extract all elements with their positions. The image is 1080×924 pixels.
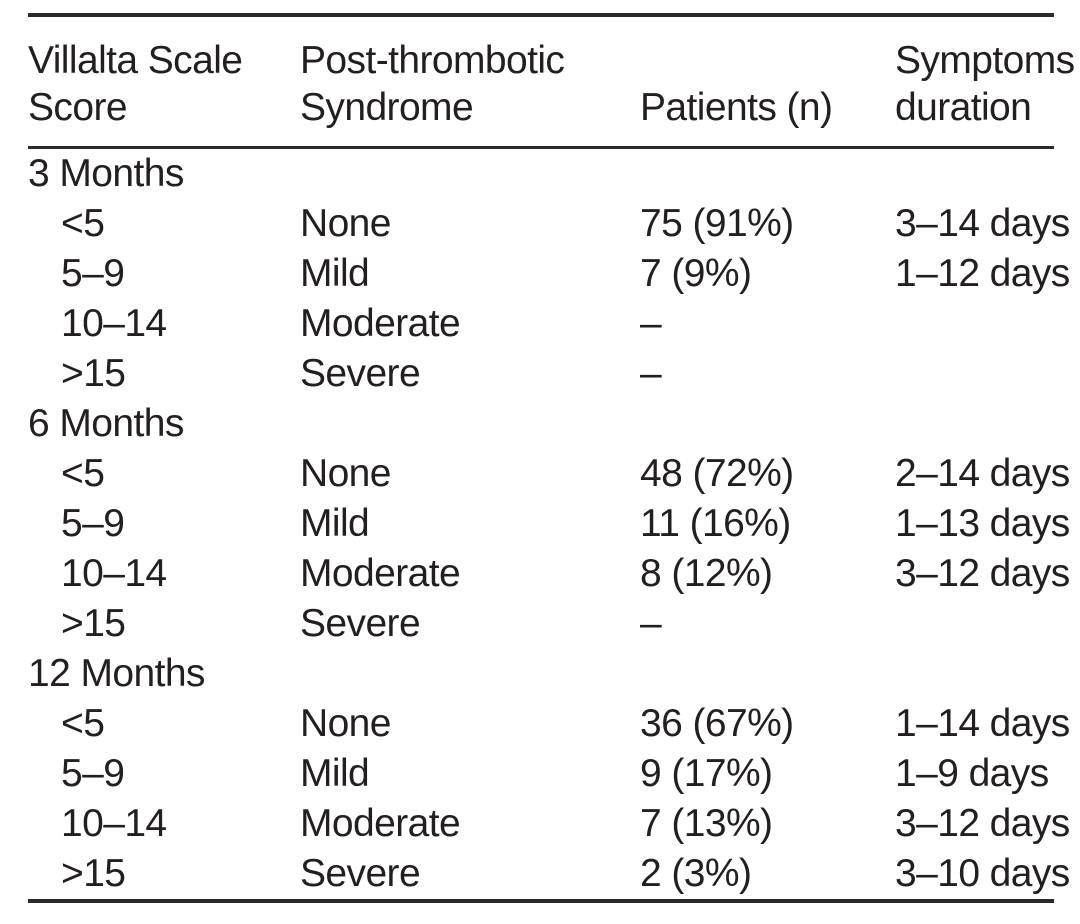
table-row: >15 Severe – <box>28 599 1054 649</box>
score-cell: 10–14 <box>61 552 167 595</box>
section-header-row: 6 Months <box>28 399 1054 449</box>
patients-cell: 7 (9%) <box>640 252 752 295</box>
duration-cell: 3–10 days <box>895 852 1070 895</box>
table-row: <5 None 48 (72%) 2–14 days <box>28 449 1070 499</box>
table-header-row: Villalta Scale Score Post-thrombotic Syn… <box>28 17 1075 146</box>
score-cell: 5–9 <box>61 502 125 545</box>
score-cell: 5–9 <box>61 252 125 295</box>
table-row: 5–9 Mild 11 (16%) 1–13 days <box>28 499 1070 549</box>
duration-cell: 3–12 days <box>895 552 1070 595</box>
top-rule <box>28 13 1054 17</box>
duration-cell: 1–14 days <box>895 702 1070 745</box>
table-row: <5 None 36 (67%) 1–14 days <box>28 699 1070 749</box>
score-cell: 10–14 <box>61 302 167 345</box>
patients-cell: 75 (91%) <box>640 202 794 245</box>
pts-cell: Moderate <box>300 302 461 345</box>
pts-cell: Moderate <box>300 552 461 595</box>
score-cell: <5 <box>61 202 105 245</box>
patients-cell: 11 (16%) <box>640 502 791 545</box>
patients-cell: 8 (12%) <box>640 552 773 595</box>
section-label: 6 Months <box>28 402 184 445</box>
pts-cell: Mild <box>300 502 370 545</box>
score-cell: >15 <box>61 852 126 895</box>
villalta-pts-table: Villalta Scale Score Post-thrombotic Syn… <box>28 13 1075 903</box>
duration-cell: 1–13 days <box>895 502 1070 545</box>
table-row: 10–14 Moderate – <box>28 299 1054 349</box>
section-header-row: 3 Months <box>28 149 1054 199</box>
score-cell: <5 <box>61 702 105 745</box>
table-row: >15 Severe – <box>28 349 1054 399</box>
pts-cell: None <box>300 452 391 495</box>
patients-cell: – <box>640 302 662 345</box>
patients-cell: 2 (3%) <box>640 852 752 895</box>
score-cell: 5–9 <box>61 752 125 795</box>
header-post-thrombotic-syndrome: Post-thrombotic Syndrome <box>300 38 565 130</box>
header-patients-n: Patients (n) <box>640 86 833 130</box>
section-header-row: 12 Months <box>28 649 1054 699</box>
pts-cell: Moderate <box>300 802 461 845</box>
table-row: 5–9 Mild 7 (9%) 1–12 days <box>28 249 1070 299</box>
patients-cell: – <box>640 602 662 645</box>
pts-cell: Severe <box>300 352 421 395</box>
duration-cell: 2–14 days <box>895 452 1070 495</box>
score-cell: >15 <box>61 352 126 395</box>
table-row: >15 Severe 2 (3%) 3–10 days <box>28 849 1070 899</box>
table-row: 10–14 Moderate 7 (13%) 3–12 days <box>28 799 1070 849</box>
header-symptoms-duration: Symptoms duration <box>895 38 1075 130</box>
bottom-rule <box>28 899 1054 903</box>
patients-cell: – <box>640 352 662 395</box>
patients-cell: 36 (67%) <box>640 702 794 745</box>
duration-cell: 1–9 days <box>895 752 1049 795</box>
pts-cell: Severe <box>300 852 421 895</box>
pts-cell: None <box>300 202 391 245</box>
header-villalta-scale-score: Villalta Scale Score <box>28 38 243 130</box>
section-label: 12 Months <box>28 652 205 695</box>
pts-cell: Mild <box>300 752 370 795</box>
duration-cell: 1–12 days <box>895 252 1070 295</box>
patients-cell: 48 (72%) <box>640 452 794 495</box>
score-cell: >15 <box>61 602 126 645</box>
table-row: <5 None 75 (91%) 3–14 days <box>28 199 1070 249</box>
patients-cell: 9 (17%) <box>640 752 773 795</box>
score-cell: <5 <box>61 452 105 495</box>
patients-cell: 7 (13%) <box>640 802 773 845</box>
section-label: 3 Months <box>28 152 184 195</box>
duration-cell: 3–14 days <box>895 202 1070 245</box>
pts-cell: Mild <box>300 252 370 295</box>
table-row: 10–14 Moderate 8 (12%) 3–12 days <box>28 549 1070 599</box>
pts-cell: Severe <box>300 602 421 645</box>
score-cell: 10–14 <box>61 802 167 845</box>
duration-cell: 3–12 days <box>895 802 1070 845</box>
table-row: 5–9 Mild 9 (17%) 1–9 days <box>28 749 1054 799</box>
pts-cell: None <box>300 702 391 745</box>
header-separator-rule <box>28 146 1054 149</box>
